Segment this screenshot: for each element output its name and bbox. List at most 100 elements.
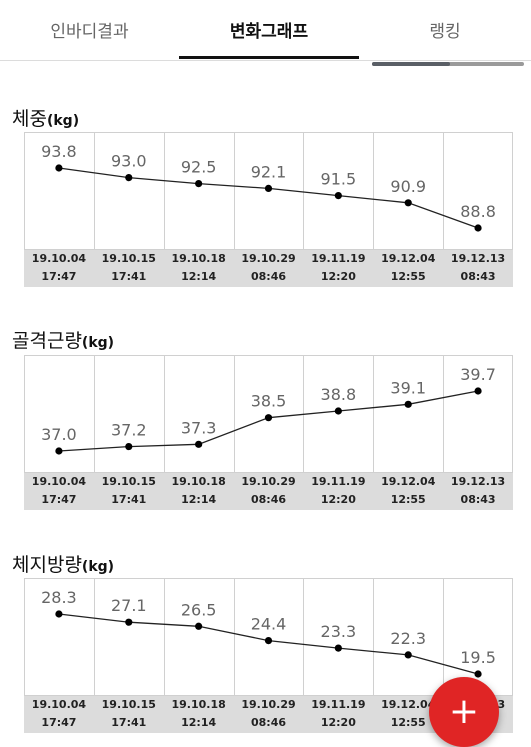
date-label: 19.12.04 12:55: [373, 473, 443, 509]
data-point: [195, 622, 203, 630]
date-label-time: 17:41: [111, 270, 147, 283]
data-point: [125, 174, 133, 182]
date-axis: 19.10.04 17:47 19.10.15 17:41 19.10.18 12:14 1…: [24, 473, 513, 510]
chart-unit: (kg): [46, 113, 80, 129]
data-label: 93.8: [41, 142, 77, 161]
data-point: [264, 414, 273, 422]
date-label-time: 08:46: [250, 270, 286, 283]
data-point: [474, 224, 482, 232]
date-label-time: 08:46: [250, 493, 286, 506]
chart-unit: (kg): [81, 559, 115, 575]
data-point: [55, 447, 63, 455]
date-label-date: 19.10.18: [171, 252, 226, 265]
chart-plot: 28.3 27.1 26.5 24.4 23.3 22.3 19.5: [24, 578, 513, 696]
date-label-time: 08:46: [250, 716, 286, 729]
date-label: 19.12.13 08:43: [443, 473, 513, 509]
date-label-date: 19.10.15: [101, 252, 156, 265]
data-label: 91.5: [321, 170, 357, 189]
chart-plot: 37.0 37.2 37.3 38.5 38.8 39.1 39.7: [24, 355, 513, 473]
date-label-time: 12:55: [390, 716, 426, 729]
tab-change-graph[interactable]: 변화그래프: [229, 21, 309, 42]
data-label: 88.8: [460, 202, 496, 221]
data-point: [404, 651, 412, 659]
date-label-time: 12:55: [390, 493, 426, 506]
date-label-date: 19.10.15: [101, 475, 156, 488]
data-label: 27.1: [111, 596, 147, 615]
chart-frame: [24, 578, 513, 696]
date-label-time: 12:55: [390, 270, 426, 283]
data-label: 39.7: [460, 365, 496, 384]
data-point: [334, 644, 342, 652]
data-point: [55, 610, 63, 618]
date-axis: 19.10.04 17:47 19.10.15 17:41 19.10.18 12:14 1…: [24, 250, 513, 287]
date-label-time: 17:41: [111, 493, 147, 506]
chart-title: 골격근량: [12, 330, 82, 352]
active-tab-indicator: [179, 56, 359, 59]
data-label: 92.5: [181, 158, 217, 177]
data-point: [55, 164, 63, 172]
date-label-time: 17:47: [41, 716, 77, 729]
date-label: 19.10.18 12:14: [164, 696, 234, 732]
tab-ranking[interactable]: 랭킹: [429, 21, 461, 42]
plus-icon: +: [448, 691, 480, 732]
date-label-time: 12:14: [181, 716, 217, 729]
date-label-date: 19.11.19: [311, 252, 366, 265]
date-label-time: 12:14: [181, 493, 217, 506]
data-point: [264, 184, 273, 192]
chart-frame: [24, 355, 513, 473]
date-label-date: 19.12.13: [450, 252, 506, 265]
date-label-date: 19.10.04: [31, 698, 87, 711]
date-label-date: 19.10.04: [31, 475, 87, 488]
date-label-date: 19.10.15: [101, 698, 156, 711]
chart-plot: 93.8 93.0 92.5 92.1 91.5 90.9 88.8: [24, 132, 513, 250]
date-label-date: 19.12.13: [450, 475, 506, 488]
date-label: 19.11.19 12:20: [303, 473, 373, 509]
date-label-time: 17:47: [41, 493, 77, 506]
date-label: 19.12.04 12:55: [373, 250, 443, 286]
chart-frame: [24, 132, 513, 250]
date-label: 19.10.04 17:47: [24, 473, 94, 509]
weight-chart: 93.8 93.0 92.5 92.1 91.5 90.9 88.8 19.10.04 17:…: [24, 132, 513, 287]
date-label: 19.11.19 12:20: [303, 250, 373, 286]
data-label: 37.0: [41, 425, 77, 444]
date-label-time: 12:14: [181, 270, 217, 283]
date-label: 19.12.13 08:43: [443, 250, 513, 286]
date-label-time: 12:20: [320, 716, 356, 729]
date-label: 19.10.29 08:46: [234, 473, 304, 509]
data-label: 39.1: [390, 378, 426, 397]
date-label-date: 19.12.04: [381, 475, 436, 488]
data-label: 24.4: [251, 615, 287, 634]
data-label: 26.5: [181, 600, 217, 619]
date-label: 19.10.15 17:41: [94, 250, 164, 286]
date-label-date: 19.11.19: [311, 698, 366, 711]
section-title-weight: 체중(kg): [12, 104, 79, 131]
data-label: 93.0: [111, 152, 147, 171]
date-label-date: 19.10.29: [241, 475, 296, 488]
date-label-date: 19.10.29: [241, 698, 296, 711]
date-label: 19.10.04 17:47: [24, 696, 94, 732]
date-label: 19.10.18 12:14: [164, 473, 234, 509]
data-point: [474, 387, 482, 395]
data-label: 28.3: [41, 588, 77, 607]
add-button[interactable]: +: [429, 677, 499, 747]
data-label: 38.8: [321, 385, 357, 404]
date-label-time: 17:47: [41, 270, 77, 283]
date-label: 19.12.04 12:55: [373, 696, 443, 732]
data-label: 19.5: [460, 648, 496, 667]
date-label-time: 12:20: [320, 270, 356, 283]
data-label: 90.9: [390, 177, 426, 196]
tab-inbody-result[interactable]: 인바디결과: [50, 21, 129, 42]
data-label: 92.1: [251, 162, 287, 181]
data-label: 37.2: [111, 421, 147, 440]
date-label: 19.10.04 17:47: [24, 250, 94, 286]
data-point: [334, 407, 342, 415]
data-label: 23.3: [321, 622, 357, 641]
data-point: [264, 636, 273, 645]
date-label-time: 08:43: [460, 270, 496, 283]
date-label-date: 19.12.04: [381, 252, 436, 265]
date-label: 19.10.29 08:46: [234, 696, 304, 732]
date-label: 19.11.19 12:20: [303, 696, 373, 732]
date-label: 19.10.15 17:41: [94, 473, 164, 509]
date-label-date: 19.10.29: [241, 252, 296, 265]
date-label: 19.10.15 17:41: [94, 696, 164, 732]
